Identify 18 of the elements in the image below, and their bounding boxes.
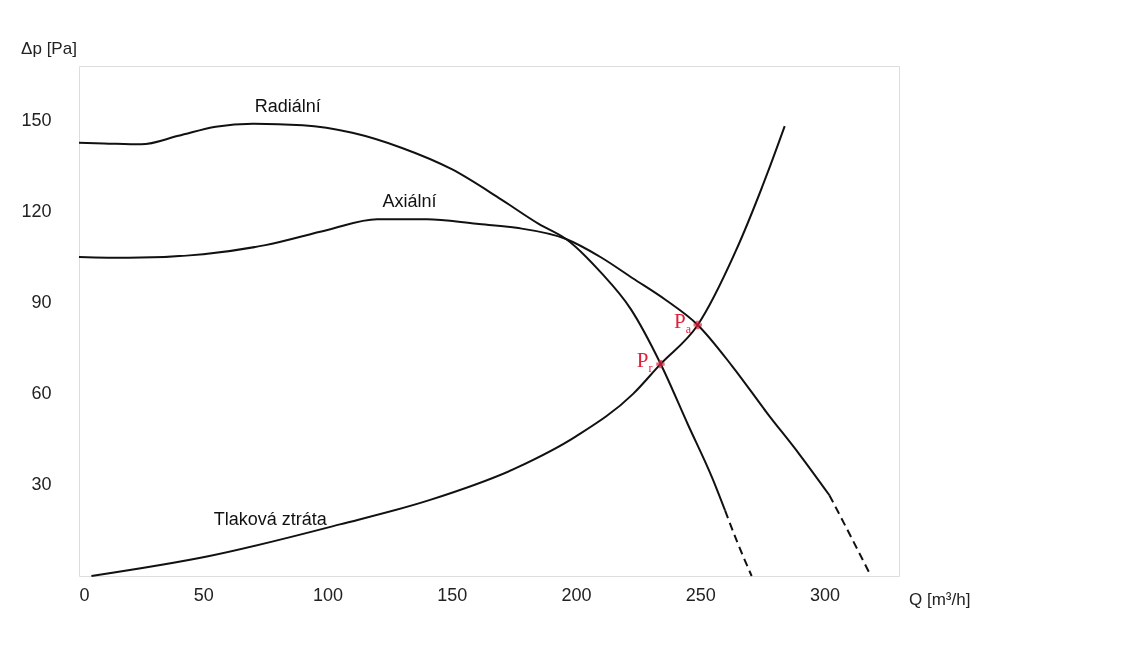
y-tick-label: 120 [21, 201, 52, 222]
line-series [90, 125, 786, 577]
x-tick-label: 100 [312, 584, 344, 605]
y-axis-title: Δp [Pa] [21, 39, 77, 58]
x-tick-label: 200 [561, 584, 592, 605]
y-tick-label: 60 [31, 383, 52, 404]
annotation: Radiální [254, 95, 321, 116]
annotation: Tlaková ztráta [213, 508, 328, 529]
x-tick-label: 50 [193, 584, 214, 605]
y-tick-label: 150 [21, 110, 52, 131]
x-tick-label: 300 [809, 584, 840, 605]
x-tick-label: 250 [685, 584, 716, 605]
x-axis-title: Q [m³/h] [909, 590, 971, 609]
x-tick-label: 0 [79, 584, 90, 605]
y-tick-label: 30 [31, 474, 52, 495]
y-tick-label: 90 [31, 292, 52, 313]
x-tick-label: 150 [437, 584, 468, 605]
annotation: Axiální [382, 191, 437, 212]
